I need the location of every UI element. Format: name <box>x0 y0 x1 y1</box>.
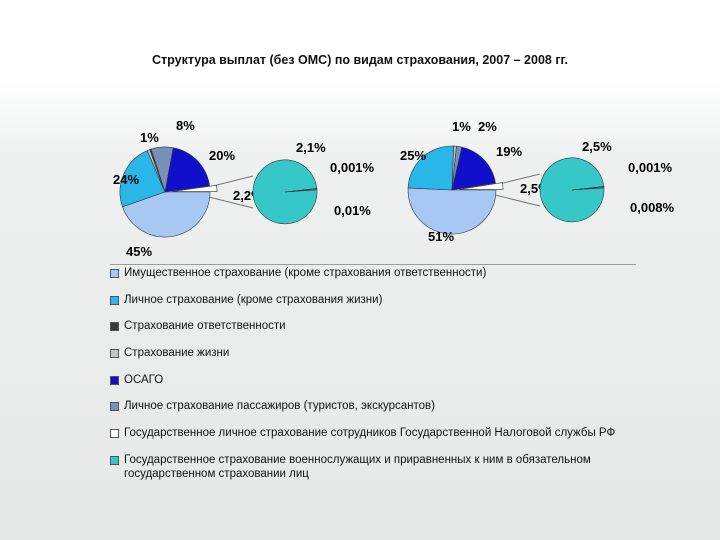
pie-slice-military <box>539 157 605 223</box>
legend-divider <box>110 264 636 265</box>
legend-swatch <box>110 402 119 411</box>
legend-label: Государственное личное страхование сотру… <box>124 427 616 439</box>
pie-slice-military <box>252 159 318 225</box>
data-label-tax_service: 0,008% <box>630 200 675 215</box>
data-label-personal: 24% <box>113 172 139 187</box>
data-label-property: 45% <box>126 244 152 259</box>
chart-title: Структура выплат (без ОМС) по видам стра… <box>152 53 568 67</box>
pie-slice-osago <box>451 146 496 191</box>
data-label-life: 1% <box>140 130 159 145</box>
legend-label: Личное страхование пассажиров (туристов,… <box>124 400 435 412</box>
legend-label: ОСАГО <box>124 374 164 386</box>
pie-slice-osago <box>164 147 210 193</box>
legend-label: Страхование жизни <box>124 347 230 359</box>
pie-slice-tax_service <box>571 186 605 191</box>
connector-line <box>494 194 541 207</box>
data-label-tax_service: 0,01% <box>334 203 371 218</box>
pie-slice-property <box>407 187 497 235</box>
legend-item-property: Имущественное страхование (кроме страхов… <box>110 266 486 280</box>
data-label-passengers: 0,001% <box>628 160 673 175</box>
legend-label: Имущественное страхование (кроме страхов… <box>124 267 487 279</box>
pie-slice-personal <box>119 150 166 208</box>
data-label-military: 2,1% <box>296 140 326 155</box>
data-label-passengers: 8% <box>176 118 195 133</box>
data-label-passengers: 2% <box>478 119 497 134</box>
legend-swatch <box>110 429 119 438</box>
legend-label: Личное страхование (кроме страхования жи… <box>124 294 383 306</box>
pie-charts: 45%24%1%8%20%2,2%2,1%0,001%0,01%51%25%1%… <box>113 118 675 259</box>
legend-item-life: Страхование жизни <box>110 346 229 360</box>
legend-item-tax_service: Государственное личное страхование сотру… <box>110 426 615 440</box>
data-label-life: 1% <box>452 119 471 134</box>
legend-item-military: Государственное страхование военнослужащ… <box>110 453 624 481</box>
legend-label: Страхование ответственности <box>124 320 286 332</box>
data-label-military: 2,5% <box>582 139 612 154</box>
pie-slice-tax_service <box>284 188 318 193</box>
legend-item-passengers: Личное страхование пассажиров (туристов,… <box>110 399 435 413</box>
data-label-personal: 25% <box>400 148 426 163</box>
pie-slice-other <box>171 185 218 192</box>
connector-line <box>208 196 254 209</box>
legend-swatch <box>110 269 119 278</box>
pie-slice-other <box>458 182 504 190</box>
legend-item-osago: ОСАГО <box>110 373 163 387</box>
legend-item-liability: Страхование ответственности <box>110 319 286 333</box>
pie-slice-personal <box>407 145 455 191</box>
legend-label: Государственное страхование военнослужащ… <box>124 454 591 480</box>
legend-swatch <box>110 376 119 385</box>
data-label-osago: 19% <box>496 144 522 159</box>
legend-item-personal: Личное страхование (кроме страхования жи… <box>110 293 382 307</box>
legend-swatch <box>110 349 119 358</box>
data-label-osago: 20% <box>209 148 235 163</box>
data-label-passengers: 0,001% <box>330 160 375 175</box>
pie-slice-property <box>122 191 211 238</box>
legend-swatch <box>110 456 119 465</box>
data-label-property: 51% <box>428 229 454 244</box>
legend-swatch <box>110 322 119 331</box>
legend-swatch <box>110 296 119 305</box>
